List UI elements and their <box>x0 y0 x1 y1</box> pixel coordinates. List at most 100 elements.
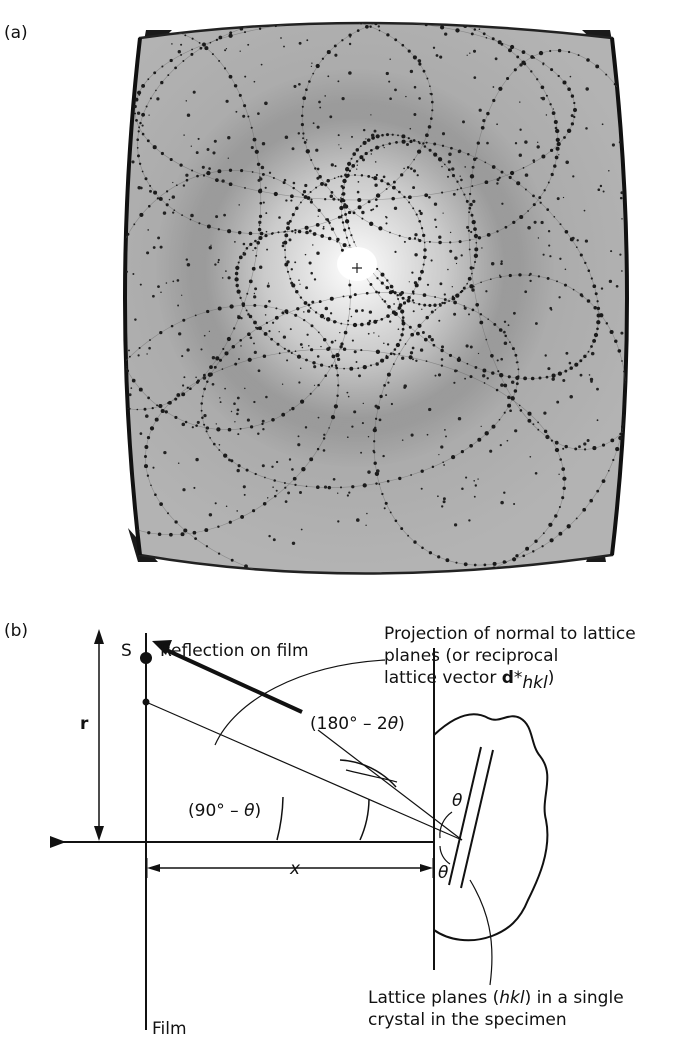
laue-spot <box>271 418 275 422</box>
laue-spot <box>343 203 347 206</box>
laue-spot <box>289 409 291 411</box>
laue-spot <box>82 80 84 82</box>
laue-spot <box>405 95 407 98</box>
laue-spot <box>194 314 197 317</box>
laue-spot <box>360 349 363 352</box>
laue-spot <box>471 308 475 312</box>
laue-spot <box>316 125 320 129</box>
laue-spot <box>348 491 351 494</box>
laue-spot <box>398 476 402 481</box>
laue-spot <box>248 279 253 284</box>
laue-spot <box>510 380 515 384</box>
laue-spot <box>237 315 241 320</box>
laue-spot <box>467 229 471 232</box>
laue-spot <box>185 100 188 102</box>
laue-spot <box>161 65 164 68</box>
laue-spot <box>474 484 477 487</box>
laue-spot <box>574 362 579 367</box>
laue-spot <box>354 174 356 176</box>
laue-spot <box>139 212 144 217</box>
laue-spot <box>247 43 250 46</box>
laue-spot <box>382 144 385 147</box>
laue-spot <box>385 354 388 357</box>
laue-spot <box>59 121 63 125</box>
laue-spot <box>590 277 593 280</box>
laue-spot <box>468 313 470 316</box>
laue-spot <box>93 201 95 203</box>
laue-spot <box>570 122 575 126</box>
laue-spot <box>373 426 377 430</box>
laue-spot <box>484 180 489 185</box>
laue-spot <box>491 371 495 375</box>
laue-spot <box>87 71 90 74</box>
laue-spot <box>149 184 152 187</box>
laue-spot <box>577 54 580 57</box>
laue-spot <box>303 195 308 199</box>
laue-spot <box>348 169 352 173</box>
laue-spot <box>479 320 484 325</box>
laue-spot <box>385 9 388 12</box>
laue-spot <box>373 176 378 181</box>
laue-spot <box>343 330 348 335</box>
laue-spot <box>178 332 182 336</box>
laue-spot <box>196 174 199 178</box>
laue-spot <box>48 158 50 160</box>
laue-spot <box>435 54 439 57</box>
laue-spot <box>316 447 320 451</box>
laue-spot <box>381 133 384 137</box>
laue-spot <box>373 461 377 465</box>
laue-spot <box>235 265 240 270</box>
laue-spot <box>315 186 318 189</box>
laue-spot <box>294 261 297 264</box>
laue-spot <box>40 195 44 199</box>
laue-spot <box>499 275 502 279</box>
laue-spot <box>370 148 373 152</box>
laue-spot <box>385 355 389 360</box>
laue-spot <box>564 369 568 373</box>
laue-spot <box>134 112 137 115</box>
laue-spot <box>236 396 240 400</box>
laue-spot <box>239 26 244 31</box>
laue-spot <box>538 376 542 380</box>
laue-spot <box>186 386 189 389</box>
laue-spot <box>81 337 82 338</box>
laue-spot <box>338 144 340 146</box>
laue-spot <box>307 344 310 347</box>
laue-spot <box>413 540 417 544</box>
laue-spot <box>208 246 212 250</box>
laue-spot <box>334 339 337 342</box>
laue-spot <box>412 292 415 295</box>
laue-spot <box>596 489 600 493</box>
laue-spot <box>361 210 365 215</box>
laue-spot <box>322 449 326 452</box>
laue-spot <box>562 196 565 199</box>
laue-spot <box>298 381 301 384</box>
laue-spot <box>395 342 401 348</box>
laue-spot <box>342 186 346 189</box>
laue-spot <box>221 277 224 279</box>
laue-spot <box>322 225 325 228</box>
laue-spot <box>490 354 494 358</box>
laue-spot <box>342 295 345 298</box>
laue-spot <box>422 142 425 145</box>
laue-spot <box>262 428 265 431</box>
laue-spot <box>496 359 499 362</box>
laue-spot <box>259 188 263 192</box>
laue-spot <box>347 227 351 230</box>
laue-spot <box>351 135 353 138</box>
laue-spot <box>378 226 383 231</box>
laue-spot <box>172 280 175 283</box>
laue-spot <box>186 113 191 117</box>
laue-spot <box>336 357 341 362</box>
laue-spot <box>431 100 434 104</box>
laue-spot <box>316 176 320 180</box>
laue-spot <box>424 17 426 19</box>
laue-spot <box>290 281 294 285</box>
laue-spot <box>462 120 465 124</box>
laue-spot <box>367 470 371 474</box>
laue-spot <box>317 215 319 217</box>
laue-spot <box>264 186 267 189</box>
laue-spot <box>390 290 395 294</box>
laue-spot <box>575 246 578 249</box>
laue-spot <box>386 279 389 282</box>
